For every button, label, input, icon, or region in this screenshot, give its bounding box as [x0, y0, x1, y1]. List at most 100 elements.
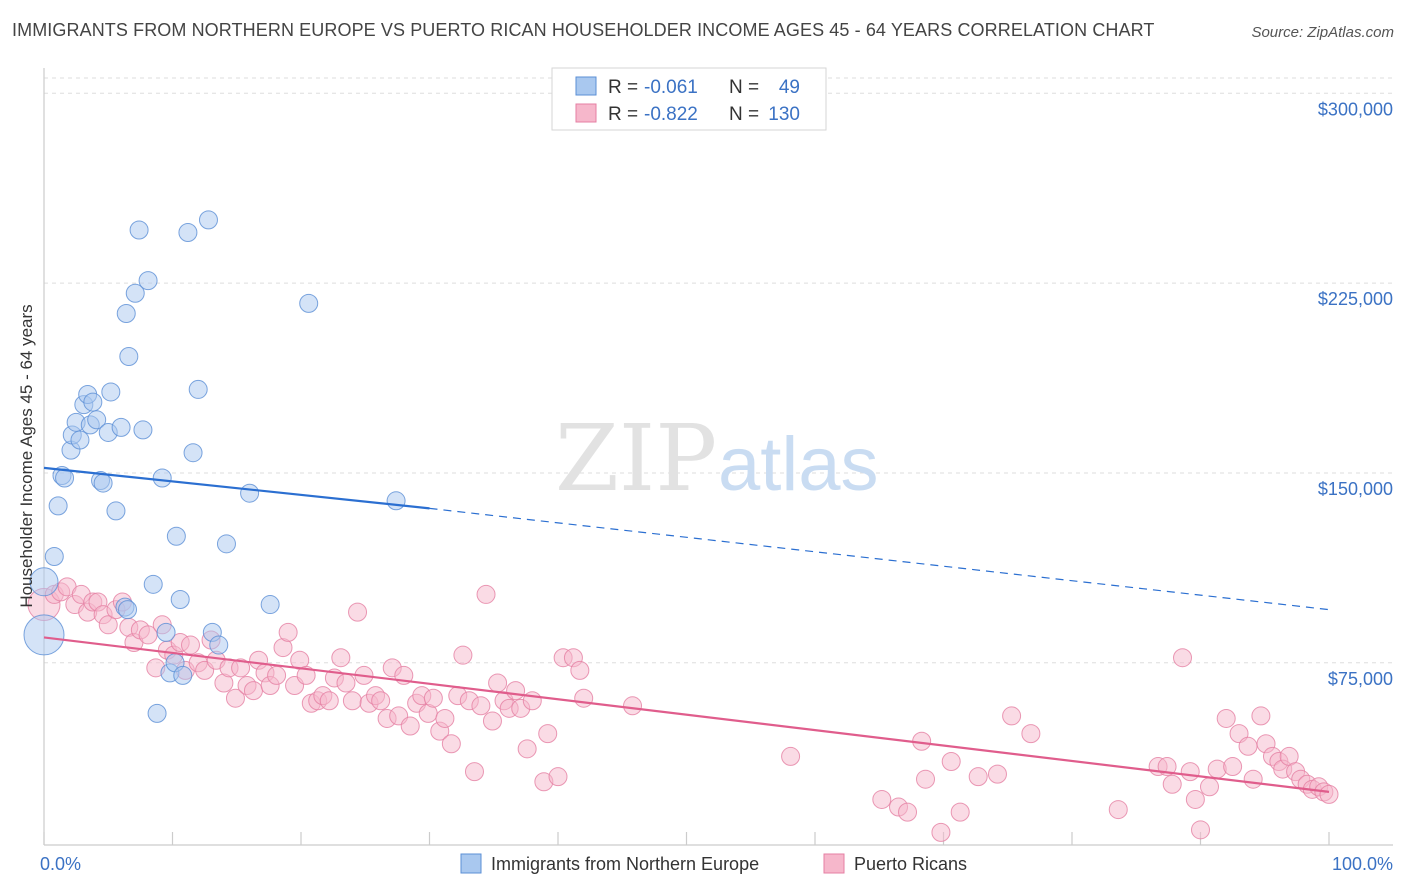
puerto-ricans-point — [296, 665, 316, 685]
puerto-ricans-point — [538, 724, 558, 744]
puerto-ricans-point — [506, 681, 526, 701]
puerto-ricans-point — [941, 751, 961, 771]
northern-europe-point — [93, 473, 113, 493]
legend-r-label-blue: R = — [608, 77, 638, 98]
northern-europe-point — [143, 574, 163, 594]
puerto-ricans-point — [476, 584, 496, 604]
puerto-ricans-point — [898, 802, 918, 822]
puerto-ricans-point — [98, 615, 118, 635]
puerto-ricans-point — [342, 691, 362, 711]
puerto-ricans-point — [1180, 762, 1200, 782]
northern-europe-point — [198, 210, 218, 230]
northern-europe-point — [101, 382, 121, 402]
legend-box — [551, 67, 827, 131]
northern-europe-point — [125, 283, 145, 303]
northern-europe-point — [83, 392, 103, 412]
puerto-ricans-point — [1185, 789, 1205, 809]
northern-europe-trend-line — [43, 466, 430, 510]
trend-lines — [43, 466, 1330, 793]
puerto-ricans-point — [180, 635, 200, 655]
northern-europe-point — [87, 410, 107, 430]
northern-europe-point — [260, 595, 280, 615]
puerto-ricans-point — [1223, 757, 1243, 777]
puerto-ricans-point — [968, 767, 988, 787]
northern-europe-trend-extension — [429, 507, 1330, 611]
legend-r-value-pink: -0.822 — [644, 104, 698, 125]
northern-europe-point — [111, 417, 131, 437]
puerto-ricans-point — [1243, 769, 1263, 789]
puerto-ricans-point — [1238, 736, 1258, 756]
northern-europe-point — [116, 304, 136, 324]
puerto-ricans-point — [987, 764, 1007, 784]
y-axis-title: Householder Income Ages 45 - 64 years — [17, 304, 36, 607]
puerto-ricans-point — [548, 767, 568, 787]
puerto-ricans-point — [950, 802, 970, 822]
puerto-ricans-point — [623, 696, 643, 716]
correlation-legend: R = -0.061 N = 49 R = -0.822 N = 130 — [551, 67, 827, 131]
northern-europe-point — [170, 589, 190, 609]
northern-europe-point — [23, 614, 65, 656]
watermark: ZIP atlas — [555, 405, 879, 512]
northern-europe-point — [299, 293, 319, 313]
puerto-ricans-point — [319, 691, 339, 711]
northern-europe-point — [216, 534, 236, 554]
puerto-ricans-trend-line — [43, 636, 1330, 793]
puerto-ricans-point — [570, 660, 590, 680]
legend-swatch-blue — [575, 76, 597, 96]
northern-europe-point — [188, 379, 208, 399]
northern-europe-point — [152, 468, 172, 488]
series-legend: Immigrants from Northern Europe Puerto R… — [460, 853, 967, 874]
axes — [43, 68, 1393, 846]
puerto-ricans-point — [482, 711, 502, 731]
puerto-ricans-point — [574, 688, 594, 708]
puerto-ricans-point — [225, 688, 245, 708]
puerto-ricans-point — [1319, 784, 1339, 804]
watermark-atlas: atlas — [718, 422, 879, 507]
y-tick-label: $225,000 — [1318, 289, 1393, 309]
puerto-ricans-point — [423, 688, 443, 708]
northern-europe-point — [156, 622, 176, 642]
puerto-ricans-point — [278, 622, 298, 642]
legend-n-value-pink: 130 — [768, 104, 800, 125]
puerto-ricans-point — [1021, 724, 1041, 744]
puerto-ricans-point — [916, 769, 936, 789]
x-tick-label-0: 0.0% — [40, 854, 81, 874]
puerto-ricans-point — [1002, 706, 1022, 726]
northern-europe-point — [386, 491, 406, 511]
northern-europe-point — [70, 430, 90, 450]
puerto-ricans-point — [517, 739, 537, 759]
y-tick-label: $150,000 — [1318, 479, 1393, 499]
series-legend-label-blue: Immigrants from Northern Europe — [491, 854, 759, 874]
series-legend-swatch-blue — [460, 853, 482, 874]
northern-europe-point — [129, 220, 149, 240]
chart-title: IMMIGRANTS FROM NORTHERN EUROPE VS PUERT… — [12, 20, 1155, 40]
northern-europe-point — [209, 635, 229, 655]
northern-europe-point — [240, 483, 260, 503]
x-tick-marks — [43, 832, 1330, 845]
puerto-ricans-point — [243, 681, 263, 701]
northern-europe-point — [183, 443, 203, 463]
puerto-ricans-point — [331, 648, 351, 668]
puerto-ricans-point — [1162, 774, 1182, 794]
northern-europe-point — [119, 347, 139, 367]
northern-europe-point — [147, 703, 167, 723]
puerto-ricans-point — [435, 708, 455, 728]
puerto-ricans-points — [27, 577, 1339, 842]
puerto-ricans-point — [931, 822, 951, 842]
northern-europe-points — [23, 210, 406, 723]
puerto-ricans-point — [488, 673, 508, 693]
puerto-ricans-point — [781, 746, 801, 766]
legend-r-value-blue: -0.061 — [644, 77, 698, 98]
northern-europe-point — [29, 567, 59, 597]
puerto-ricans-point — [441, 734, 461, 754]
puerto-ricans-point — [1199, 777, 1219, 797]
series-legend-swatch-pink — [823, 853, 845, 874]
x-tick-label-100: 100.0% — [1332, 854, 1393, 874]
northern-europe-point — [118, 600, 138, 620]
puerto-ricans-point — [872, 789, 892, 809]
puerto-ricans-point — [453, 645, 473, 665]
puerto-ricans-point — [400, 716, 420, 736]
legend-r-label-pink: R = — [608, 104, 638, 125]
northern-europe-point — [48, 496, 68, 516]
